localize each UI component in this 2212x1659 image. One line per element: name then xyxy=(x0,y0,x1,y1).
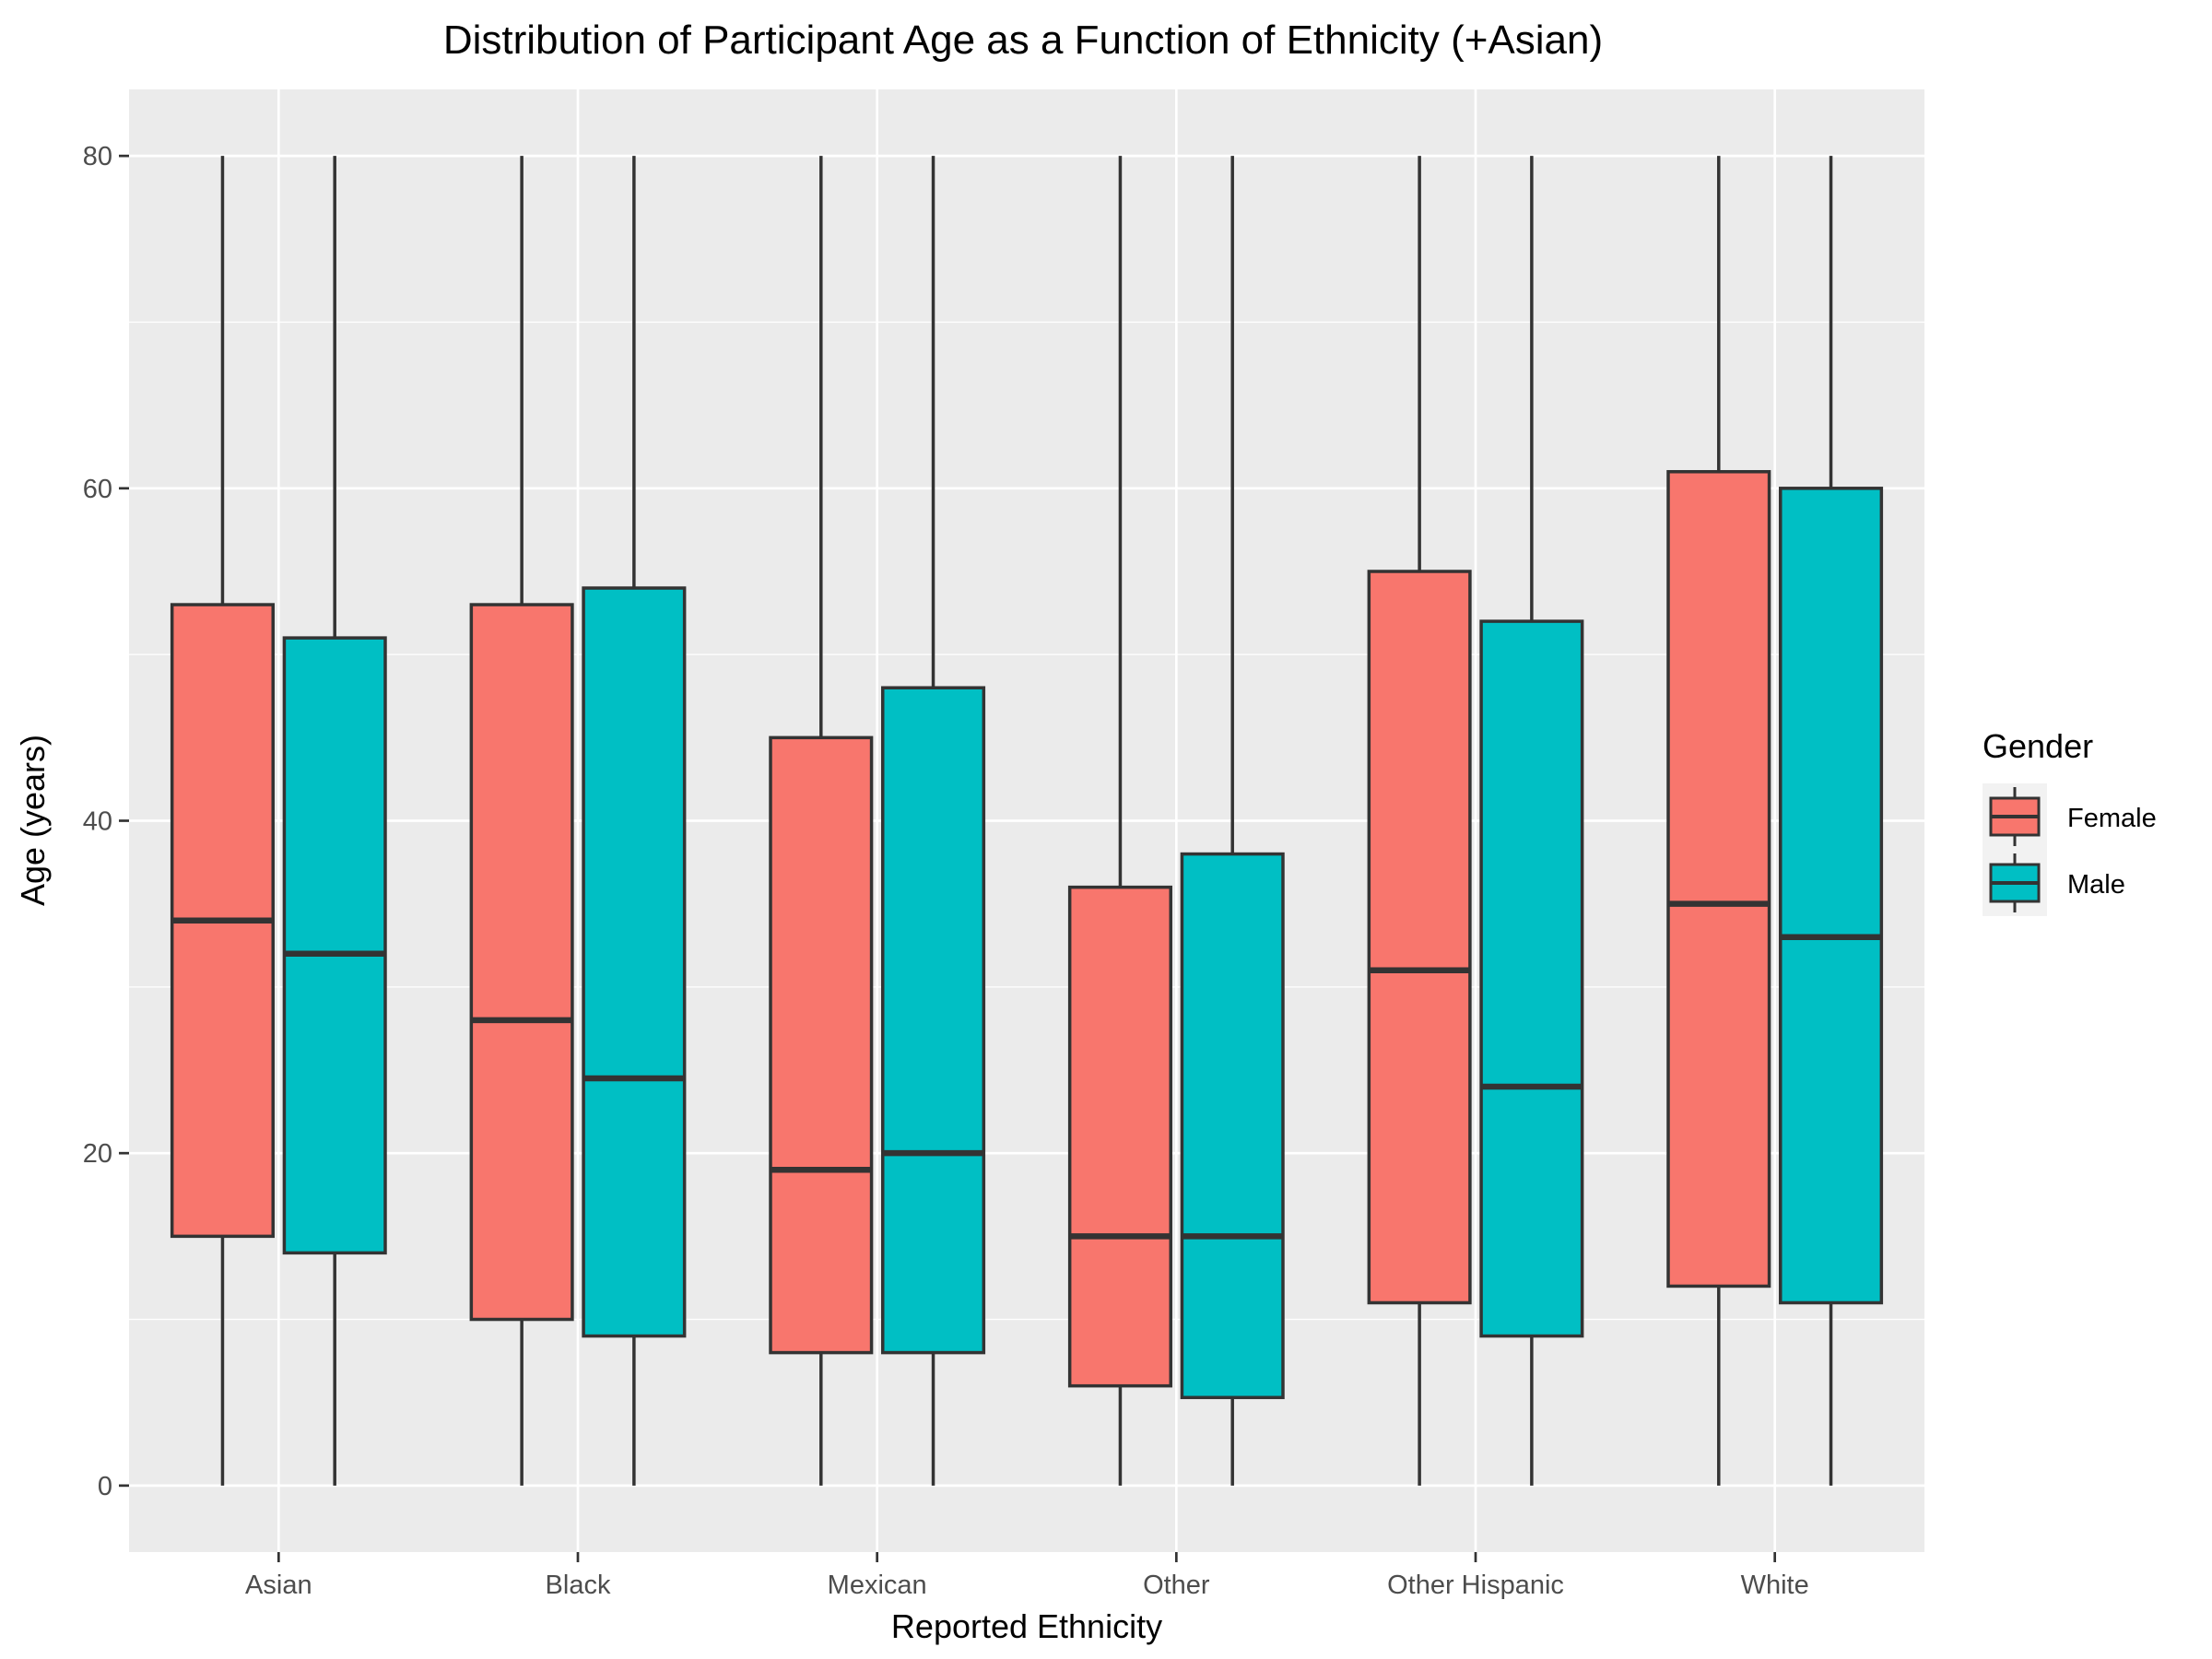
legend-label: Male xyxy=(2067,870,2125,900)
box-body xyxy=(769,735,874,1355)
x-tick-label: Mexican xyxy=(828,1571,927,1600)
box-body xyxy=(1779,487,1884,1305)
box-male-other xyxy=(1180,156,1285,1486)
box-body xyxy=(1367,570,1472,1305)
legend: Gender Female Male xyxy=(1983,727,2157,916)
box-body xyxy=(1067,885,1172,1388)
box-body xyxy=(469,603,574,1322)
box-male-other-hispanic xyxy=(1479,156,1584,1486)
grid-lines xyxy=(129,89,1924,1552)
box-male-black xyxy=(582,156,687,1486)
y-tick-label: 0 xyxy=(98,1472,112,1501)
box-female-other xyxy=(1067,156,1172,1486)
y-tick-label: 40 xyxy=(83,807,112,837)
x-tick-label: Other Hispanic xyxy=(1387,1571,1564,1600)
box-body xyxy=(1666,470,1771,1288)
box-female-other-hispanic xyxy=(1367,156,1472,1486)
box-body xyxy=(1479,619,1584,1338)
legend-item-male: Male xyxy=(1983,850,2125,916)
y-tick-label: 20 xyxy=(83,1139,112,1169)
y-axis-title: Age (years) xyxy=(14,735,52,906)
box-body xyxy=(282,636,387,1255)
x-axis-title: Reported Ethnicity xyxy=(891,1607,1162,1645)
box-body xyxy=(881,686,986,1355)
y-tick-label: 80 xyxy=(83,142,112,171)
axes: 0 20 40 60 80 Asian Black Mexican Other Other His… xyxy=(83,142,1809,1600)
box-body xyxy=(582,586,687,1338)
box-body xyxy=(1180,852,1285,1400)
legend-label: Female xyxy=(2067,804,2157,833)
legend-item-female: Female xyxy=(1983,783,2157,850)
box-layer xyxy=(170,156,1884,1486)
box-female-black xyxy=(469,156,574,1486)
box-female-mexican xyxy=(769,156,874,1486)
chart-title: Distribution of Participant Age as a Fun… xyxy=(443,18,1603,63)
x-tick-label: Black xyxy=(546,1571,611,1600)
y-tick-label: 60 xyxy=(83,475,112,504)
box-male-mexican xyxy=(881,156,986,1486)
x-tick-label: Other xyxy=(1143,1571,1210,1600)
box-female-white xyxy=(1666,156,1771,1486)
legend-title: Gender xyxy=(1983,727,2093,765)
x-tick-label: Asian xyxy=(245,1571,312,1600)
box-male-asian xyxy=(282,156,387,1486)
box-female-asian xyxy=(170,156,275,1486)
x-tick-label: White xyxy=(1741,1571,1809,1600)
box-male-white xyxy=(1779,156,1884,1486)
